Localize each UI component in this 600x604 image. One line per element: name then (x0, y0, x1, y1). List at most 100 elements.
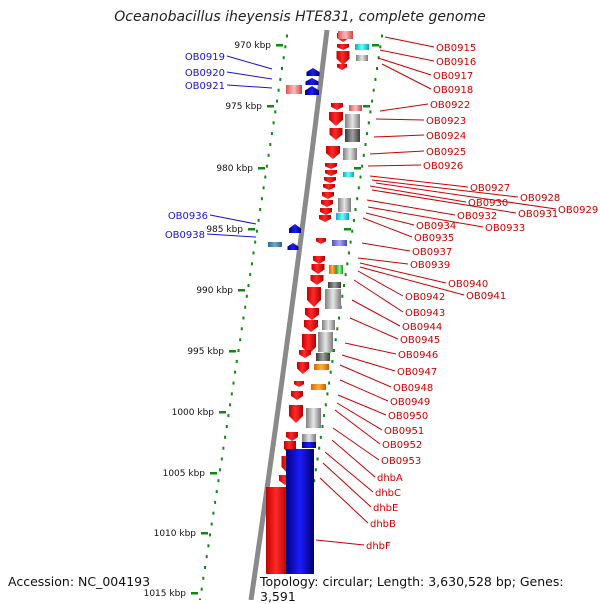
scale-dot-right (366, 132, 369, 136)
plus-gene-arrow (305, 86, 319, 95)
minus-gene-label: OB0939 (410, 260, 450, 271)
label-leader-line (315, 539, 365, 546)
minus-gene-arrow (325, 163, 337, 169)
minus-gene-label: OB0947 (397, 367, 437, 378)
scale-dot-left (264, 175, 267, 179)
label-leader-line (362, 217, 413, 238)
scale-dot-right (319, 435, 322, 439)
minus-gene-arrow (329, 112, 343, 126)
label-leader-line (349, 317, 399, 340)
minus-gene-arrow (305, 308, 319, 320)
minus-gene-label: OB0952 (382, 440, 422, 451)
minus-gene-arrow (297, 362, 309, 374)
label-leader-line (371, 189, 517, 214)
label-leader-line (226, 71, 273, 80)
minus-gene-label: OB0930 (468, 198, 508, 209)
scale-tick-left (276, 44, 283, 47)
map-title: Oceanobacillus iheyensis HTE831, complet… (114, 9, 486, 25)
minus-gene-label: dhbB (370, 519, 396, 530)
scale-dot-right (359, 175, 362, 179)
minus-gene-label: OB0949 (390, 397, 430, 408)
label-leader-line (359, 266, 465, 296)
feature-box (356, 55, 368, 61)
feature-box (338, 198, 351, 212)
scale-dot-right (346, 262, 349, 266)
minus-gene-arrow (319, 215, 331, 222)
minus-gene-label: OB0933 (485, 223, 525, 234)
label-leader-line (379, 103, 429, 112)
feature-box (302, 434, 316, 442)
minus-gene-label: OB0917 (433, 71, 473, 82)
minus-gene-label: OB0943 (405, 308, 445, 319)
label-leader-line (373, 134, 425, 138)
minus-gene-arrow (336, 51, 350, 65)
label-leader-line (371, 179, 519, 198)
feature-box (306, 408, 321, 428)
label-leader-line (361, 242, 411, 252)
minus-gene-label: dhbA (377, 473, 403, 484)
feature-box (314, 364, 329, 370)
scale-dot-left (207, 544, 210, 548)
minus-gene-label: OB0925 (426, 147, 466, 158)
scale-dot-right (324, 403, 327, 407)
label-leader-line (353, 279, 404, 313)
scale-dot-right (334, 338, 337, 342)
minus-gene-arrow (299, 350, 311, 358)
scale-dot-left (260, 197, 263, 201)
scale-dot-left (279, 77, 282, 81)
minus-gene-arrow (310, 275, 324, 285)
minus-gene-arrow (302, 334, 316, 354)
scale-dot-left (270, 132, 273, 136)
scale-dot-right (364, 143, 367, 146)
scale-dot-left (230, 392, 233, 396)
scale-dot-left (210, 522, 213, 526)
scale-dot-left (215, 490, 218, 493)
minus-gene-label: OB0931 (518, 209, 558, 220)
scale-dot-right (369, 110, 372, 114)
scale-dot-right (313, 479, 316, 483)
feature-box (336, 265, 343, 274)
label-leader-line (369, 185, 467, 203)
scale-tick-label: 1015 kbp (144, 589, 187, 599)
scale-dot-left (242, 316, 245, 320)
label-leader-line (339, 364, 392, 388)
scale-dot-left (205, 555, 208, 559)
scale-dot-right (379, 45, 382, 49)
scale-dot-left (204, 566, 206, 569)
scale-tick-right (344, 228, 351, 231)
gene-labels: OB0919 OB0920 OB0921 OB0936 OB0938 OB0915 OB09… (165, 43, 598, 552)
scale-dot-right (351, 229, 354, 233)
scale-dot-left (209, 533, 211, 537)
minus-gene-label: OB0945 (400, 335, 440, 346)
minus-gene-label: OB0937 (412, 247, 452, 258)
scale-tick-label: 970 kbp (234, 41, 271, 51)
scale-dot-right (344, 273, 347, 277)
feature-box (318, 332, 333, 352)
scale-tick-left (238, 289, 245, 292)
label-leader-line (365, 212, 415, 226)
scale-dot-right (367, 121, 370, 125)
scale-dot-right (362, 153, 365, 157)
scale-dot-left (267, 153, 270, 157)
feature-box (345, 129, 360, 142)
plus-gene-label: OB0936 (168, 211, 208, 222)
minus-gene-label: OB0924 (426, 131, 466, 142)
feature-box (328, 282, 341, 288)
plus-gene-label: OB0938 (165, 230, 205, 241)
minus-gene-arrow (331, 103, 343, 110)
minus-gene-arrow (307, 287, 321, 307)
scale-dot-right (352, 218, 355, 222)
scale-dot-left (262, 186, 265, 190)
label-leader-line (334, 409, 381, 445)
label-leader-line (375, 182, 557, 210)
minus-gene-arrow (329, 128, 343, 140)
label-leader-line (344, 342, 397, 355)
plus-gene-label: OB0920 (185, 68, 225, 79)
minus-gene-label: OB0935 (414, 233, 454, 244)
label-leader-line (367, 164, 422, 167)
feature-box (355, 44, 369, 50)
scale-tick-right (363, 105, 370, 108)
scale-dot-right (321, 425, 324, 428)
scale-dot-left (282, 56, 285, 60)
minus-gene-label: OB0934 (416, 221, 456, 232)
